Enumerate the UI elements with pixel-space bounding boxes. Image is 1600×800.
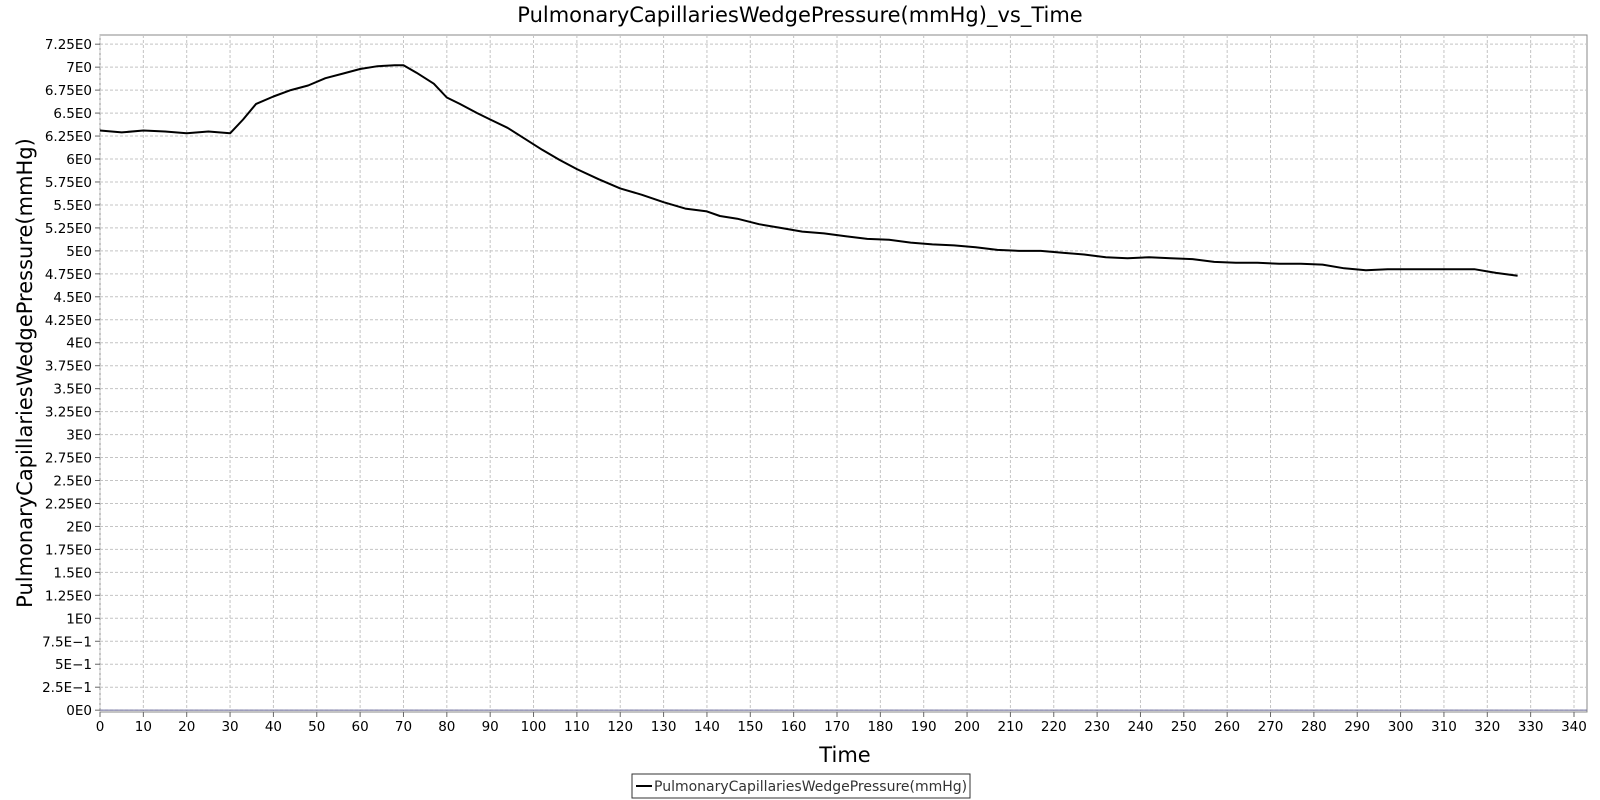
legend: PulmonaryCapillariesWedgePressure(mmHg)	[631, 773, 971, 799]
x-tick-label: 100	[521, 719, 547, 735]
x-tick-label: 180	[867, 719, 893, 735]
x-tick-label: 280	[1301, 719, 1327, 735]
y-tick-label: 7.25E0	[45, 37, 92, 53]
x-tick-label: 160	[781, 719, 807, 735]
x-tick-label: 150	[737, 719, 763, 735]
y-tick-label: 6.25E0	[45, 129, 92, 145]
x-tick-label: 120	[607, 719, 633, 735]
y-axis-label: PulmonaryCapillariesWedgePressure(mmHg)	[13, 138, 37, 608]
x-axis-label: Time	[818, 743, 870, 767]
x-tick-label: 340	[1561, 719, 1587, 735]
series-line	[99, 64, 1518, 277]
x-tick-label: 330	[1518, 719, 1544, 735]
x-tick-label: 320	[1474, 719, 1500, 735]
x-tick-label: 110	[564, 719, 590, 735]
x-tick-label: 230	[1084, 719, 1110, 735]
x-tick-label: 70	[395, 719, 412, 735]
y-tick-label: 6.75E0	[45, 83, 92, 99]
y-tick-label: 2E0	[66, 519, 92, 535]
x-tick-label: 80	[438, 719, 455, 735]
y-tick-label: 4.5E0	[53, 290, 92, 306]
x-tick-label: 210	[998, 719, 1024, 735]
x-tick-label: 0	[96, 719, 105, 735]
legend-box	[631, 773, 971, 799]
y-tick-label: 0E0	[66, 703, 92, 719]
x-tick-label: 190	[911, 719, 937, 735]
y-tick-label: 3E0	[66, 428, 92, 444]
y-tick-label: 6.5E0	[53, 106, 92, 122]
x-tick-label: 220	[1041, 719, 1067, 735]
y-tick-label: 2.75E0	[45, 451, 92, 467]
plot-area	[99, 34, 1588, 713]
x-tick-label: 10	[135, 719, 152, 735]
y-tick-label: 1.75E0	[45, 542, 92, 558]
x-tick-label: 50	[308, 719, 325, 735]
y-tick-label: 6E0	[66, 152, 92, 168]
y-tick-label: 1.25E0	[45, 588, 92, 604]
x-tick-label: 20	[178, 719, 195, 735]
x-tick-label: 200	[954, 719, 980, 735]
legend-label: PulmonaryCapillariesWedgePressure(mmHg)	[654, 779, 967, 795]
x-tick-label: 90	[482, 719, 499, 735]
y-tick-label: 3.25E0	[45, 405, 92, 421]
grid	[99, 35, 1587, 712]
chart-title: PulmonaryCapillariesWedgePressure(mmHg)_…	[517, 3, 1082, 28]
y-tick-label: 1E0	[66, 611, 92, 627]
x-tick-label: 260	[1214, 719, 1240, 735]
x-tick-label: 310	[1431, 719, 1457, 735]
y-tick-label: 4.25E0	[45, 313, 92, 329]
y-tick-label: 2.5E0	[53, 474, 92, 490]
y-tick-label: 3.5E0	[53, 382, 92, 398]
y-tick-label: 4.75E0	[45, 267, 92, 283]
y-tick-label: 2.25E0	[45, 496, 92, 512]
y-tick-label: 7E0	[66, 60, 92, 76]
series-layer	[99, 64, 1518, 277]
x-tick-label: 60	[352, 719, 369, 735]
y-tick-label: 5.5E0	[53, 198, 92, 214]
y-tick-label: 5E−1	[55, 657, 92, 673]
x-tick-label: 30	[221, 719, 238, 735]
y-axis-ticks: 0E0 2.5E−1 5E−1 7.5E−1 1E0 1.25E0 1.5E0 1.75E0 2…	[42, 37, 100, 719]
y-tick-label: 5E0	[66, 244, 92, 260]
x-tick-label: 270	[1258, 719, 1284, 735]
y-tick-label: 4E0	[66, 336, 92, 352]
y-tick-label: 5.75E0	[45, 175, 92, 191]
x-tick-label: 40	[265, 719, 282, 735]
x-tick-label: 130	[651, 719, 677, 735]
x-tick-label: 170	[824, 719, 850, 735]
x-tick-label: 300	[1388, 719, 1414, 735]
y-tick-label: 7.5E−1	[42, 634, 92, 650]
x-tick-label: 290	[1344, 719, 1370, 735]
x-axis-ticks: 0 10 20 30 40 50 60 70 80 90 100 110 120 130 140 150 160…	[96, 712, 1587, 735]
x-tick-label: 140	[694, 719, 720, 735]
y-tick-label: 5.25E0	[45, 221, 92, 237]
y-tick-label: 1.5E0	[53, 565, 92, 581]
y-tick-label: 3.75E0	[45, 359, 92, 375]
x-tick-label: 240	[1128, 719, 1154, 735]
y-tick-label: 2.5E−1	[42, 680, 92, 696]
x-tick-label: 250	[1171, 719, 1197, 735]
